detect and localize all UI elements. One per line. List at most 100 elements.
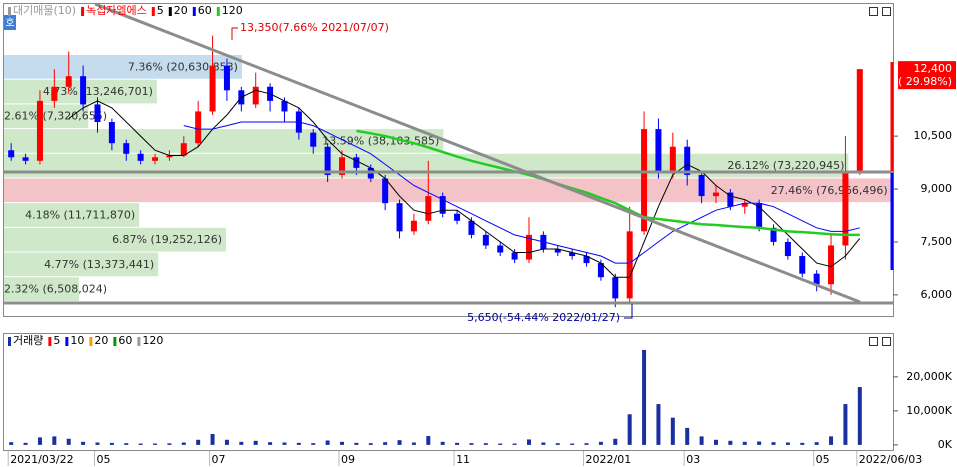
x-tick-label: 2022/01 <box>586 453 632 466</box>
legend-label: 20 <box>94 334 108 347</box>
y-tick-label: 0K <box>938 438 953 451</box>
x-tick-label: 09 <box>341 453 355 466</box>
candle-body <box>51 86 58 101</box>
candle-body <box>94 104 101 123</box>
x-tick-label: 2021/03/22 <box>10 453 73 466</box>
volume-bar <box>670 417 675 445</box>
volume-bar <box>656 404 661 445</box>
candle-body <box>324 146 331 175</box>
candle-body <box>842 171 849 246</box>
profile-label: 4.18% (11,711,870) <box>25 208 135 221</box>
candle-body <box>655 129 662 172</box>
volume-bar <box>296 442 301 445</box>
candle-body <box>396 203 403 232</box>
legend-label: 5 <box>53 334 60 347</box>
x-tick-label: 05 <box>96 453 110 466</box>
candle-body <box>828 245 835 285</box>
y-tick-label: 7,500 <box>921 235 953 248</box>
close-icon[interactable] <box>882 337 891 346</box>
trend-line <box>94 2 861 304</box>
volume-bar <box>268 442 273 445</box>
volume-bar <box>541 442 546 445</box>
legend-label: 대기매물(10) <box>13 4 76 17</box>
y-tick-label: 10,500 <box>914 129 953 142</box>
candle-body <box>525 234 532 260</box>
current-price-box <box>898 61 956 90</box>
candle-body <box>569 252 576 257</box>
candle-body <box>612 277 619 299</box>
volume-bar <box>598 441 603 445</box>
legend-label: 120 <box>222 4 243 17</box>
candle-body <box>727 192 734 207</box>
volume-bar <box>627 414 632 445</box>
volume-bar <box>9 442 14 445</box>
volume-bar <box>526 439 531 445</box>
volume-bar <box>742 441 747 445</box>
legend-swatch <box>151 7 155 16</box>
maximize-icon[interactable] <box>869 337 878 346</box>
volume-bar <box>411 442 416 445</box>
toggle-button[interactable] <box>4 15 16 30</box>
volume-bar <box>857 387 862 445</box>
candle-body <box>439 196 446 214</box>
volume-bar <box>95 442 100 445</box>
candle-body <box>684 146 691 175</box>
candle-body <box>209 65 216 112</box>
volume-bar <box>512 443 517 445</box>
price-panel: 2.32% (6,508,024) 4.77% (13,373,441) 6.87%… <box>4 35 892 308</box>
candle-body <box>482 234 489 246</box>
profile-label: 27.46% (76,966,496) <box>771 184 888 197</box>
x-tick-label: 11 <box>456 453 470 466</box>
legend-label: 20 <box>174 4 188 17</box>
close-icon[interactable] <box>882 7 891 16</box>
y-tick-label: 9,000 <box>921 182 953 195</box>
legend-label: 5 <box>157 4 164 17</box>
volume-bar <box>109 442 114 445</box>
volume-bar <box>685 427 690 445</box>
candle-body <box>554 248 561 253</box>
volume-bar <box>455 442 460 445</box>
profile-bar <box>4 252 159 277</box>
moving-average <box>68 89 861 278</box>
low-annotation: 5,650(-54.44% 2022/01/27) <box>467 311 620 324</box>
volume-bar <box>498 443 503 445</box>
volume-bar <box>483 443 488 445</box>
legend-swatch <box>216 7 220 16</box>
candle-body <box>166 155 173 158</box>
volume-bar <box>613 438 618 445</box>
volume-bar <box>584 443 589 445</box>
volume-bar <box>224 439 229 445</box>
candle-body <box>425 196 432 221</box>
candle-body <box>410 220 417 232</box>
volume-bar <box>469 443 474 445</box>
candle-body <box>152 157 159 161</box>
y-tick-label: 20,000K <box>906 370 952 383</box>
profile-label: 26.12% (73,220,945) <box>727 159 844 172</box>
volume-bar <box>814 442 819 445</box>
volume-bar <box>354 442 359 445</box>
candle-body <box>454 213 461 221</box>
volume-bar <box>570 443 575 445</box>
volume-frame <box>3 333 894 451</box>
profile-bar <box>4 55 242 79</box>
candle-body <box>252 86 259 105</box>
maximize-icon[interactable] <box>869 7 878 16</box>
toggle-button-label[interactable]: 호 <box>5 17 14 29</box>
candle-body <box>583 256 590 264</box>
candle-body <box>784 241 791 257</box>
candle-body <box>756 203 763 228</box>
volume-bar <box>785 442 790 445</box>
profile-label: 2.32% (6,508,024) <box>4 283 107 296</box>
profile-bar <box>4 227 227 252</box>
legend-swatch <box>192 7 196 16</box>
profile-label: 4.73% (13,246,701) <box>43 85 153 98</box>
candle-body <box>8 150 15 158</box>
legend-swatch <box>113 337 117 346</box>
candle-body <box>123 143 130 154</box>
legend-label: 녹십자엠에스 <box>86 4 147 17</box>
candle-body <box>22 157 29 161</box>
legend-swatch <box>8 337 11 346</box>
moving-average <box>183 121 860 264</box>
legend-swatch <box>168 7 172 16</box>
